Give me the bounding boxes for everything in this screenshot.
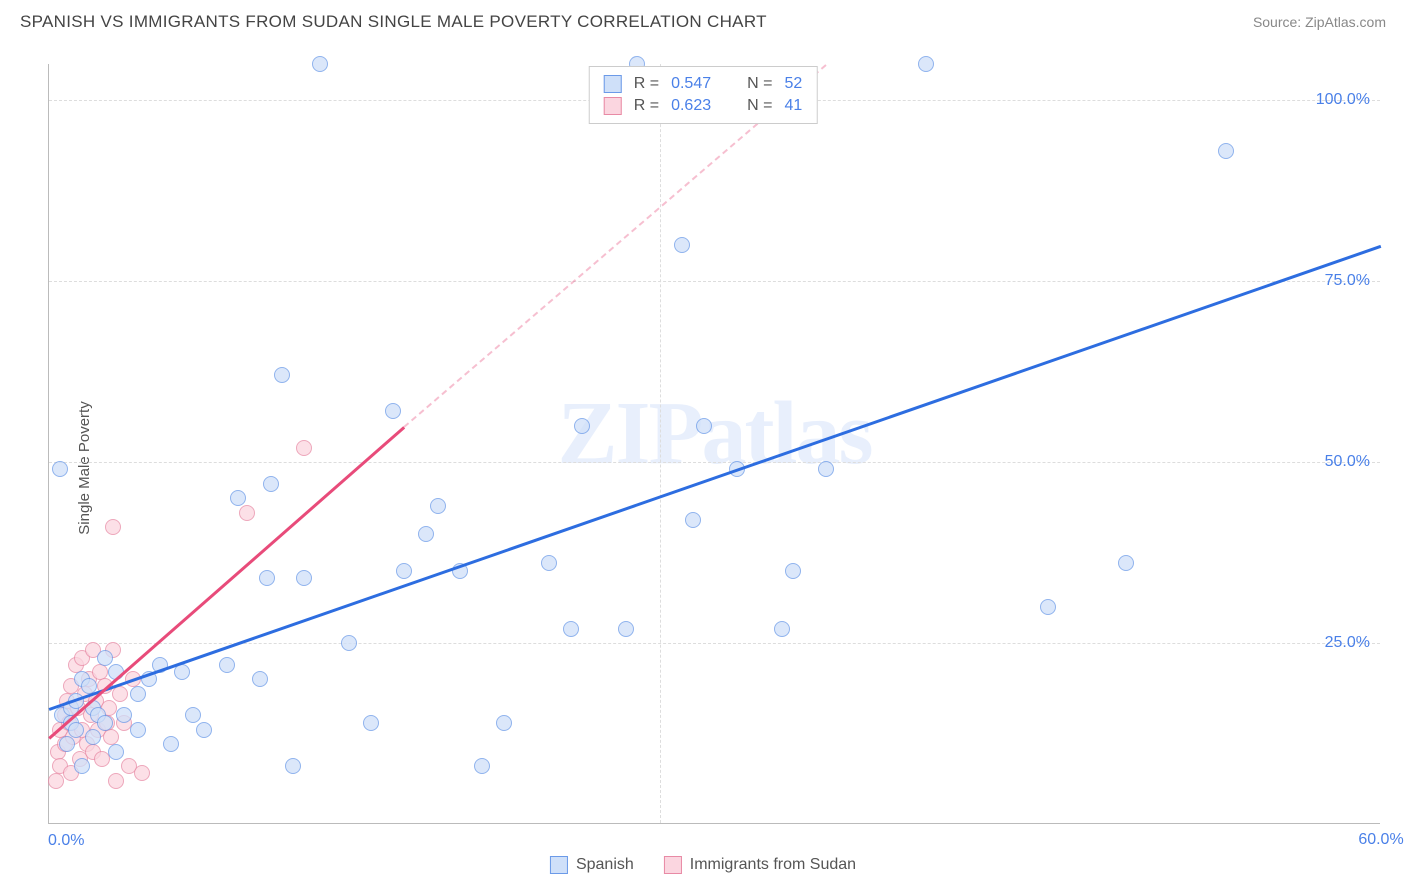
scatter-point-spanish <box>52 461 68 477</box>
gridline-horizontal <box>49 643 1380 644</box>
scatter-point-spanish <box>396 563 412 579</box>
scatter-point-spanish <box>618 621 634 637</box>
stats-row: R = 0.623 N = 41 <box>604 95 803 117</box>
scatter-point-spanish <box>296 570 312 586</box>
scatter-point-spanish <box>196 722 212 738</box>
scatter-point-spanish <box>774 621 790 637</box>
scatter-point-spanish <box>696 418 712 434</box>
scatter-point-spanish <box>274 367 290 383</box>
scatter-point-spanish <box>130 686 146 702</box>
scatter-point-spanish <box>163 736 179 752</box>
scatter-point-spanish <box>97 715 113 731</box>
scatter-point-spanish <box>174 664 190 680</box>
gridline-horizontal <box>49 462 1380 463</box>
r-label: R = <box>634 97 659 115</box>
scatter-point-spanish <box>363 715 379 731</box>
x-tick-label: 60.0% <box>1358 831 1403 849</box>
legend-label: Spanish <box>576 856 634 874</box>
scatter-point-spanish <box>130 722 146 738</box>
scatter-point-spanish <box>385 403 401 419</box>
scatter-point-spanish <box>574 418 590 434</box>
scatter-point-spanish <box>108 744 124 760</box>
scatter-point-sudan <box>296 440 312 456</box>
r-value: 0.623 <box>671 97 711 115</box>
y-tick-label: 75.0% <box>1325 272 1370 290</box>
scatter-point-spanish <box>74 758 90 774</box>
legend-swatch <box>664 856 682 874</box>
scatter-point-spanish <box>1118 555 1134 571</box>
n-value: 41 <box>784 97 802 115</box>
scatter-point-spanish <box>185 707 201 723</box>
scatter-point-sudan <box>48 773 64 789</box>
stats-row: R = 0.547 N = 52 <box>604 73 803 95</box>
legend-swatch <box>604 75 622 93</box>
scatter-point-spanish <box>263 476 279 492</box>
scatter-point-spanish <box>116 707 132 723</box>
scatter-point-spanish <box>818 461 834 477</box>
scatter-point-spanish <box>785 563 801 579</box>
trend-line <box>49 245 1382 711</box>
scatter-point-spanish <box>496 715 512 731</box>
scatter-point-spanish <box>68 722 84 738</box>
scatter-plot-area: ZIPatlas 25.0%50.0%75.0%100.0%60.0% <box>48 64 1380 824</box>
scatter-point-spanish <box>85 729 101 745</box>
axis-zero-label: 0.0% <box>48 832 84 850</box>
n-value: 52 <box>784 75 802 93</box>
scatter-point-sudan <box>112 686 128 702</box>
scatter-point-sudan <box>108 773 124 789</box>
scatter-point-sudan <box>105 519 121 535</box>
scatter-point-spanish <box>430 498 446 514</box>
scatter-point-spanish <box>918 56 934 72</box>
chart-source: Source: ZipAtlas.com <box>1253 14 1386 30</box>
scatter-point-spanish <box>312 56 328 72</box>
scatter-point-spanish <box>563 621 579 637</box>
y-tick-label: 25.0% <box>1325 634 1370 652</box>
correlation-stats-box: R = 0.547 N = 52 R = 0.623 N = 41 <box>589 66 818 124</box>
scatter-point-spanish <box>474 758 490 774</box>
chart-title: SPANISH VS IMMIGRANTS FROM SUDAN SINGLE … <box>20 12 767 32</box>
series-legend: Spanish Immigrants from Sudan <box>550 856 856 874</box>
n-label: N = <box>747 97 772 115</box>
scatter-point-spanish <box>685 512 701 528</box>
r-label: R = <box>634 75 659 93</box>
trend-line <box>48 426 405 739</box>
scatter-point-spanish <box>59 736 75 752</box>
scatter-point-sudan <box>134 765 150 781</box>
gridline-vertical <box>660 64 661 823</box>
n-label: N = <box>747 75 772 93</box>
scatter-point-spanish <box>285 758 301 774</box>
gridline-horizontal <box>49 281 1380 282</box>
scatter-point-spanish <box>541 555 557 571</box>
scatter-point-spanish <box>97 650 113 666</box>
scatter-point-spanish <box>259 570 275 586</box>
scatter-point-spanish <box>674 237 690 253</box>
scatter-point-spanish <box>252 671 268 687</box>
scatter-point-spanish <box>341 635 357 651</box>
scatter-point-spanish <box>219 657 235 673</box>
chart-header: SPANISH VS IMMIGRANTS FROM SUDAN SINGLE … <box>0 0 1406 40</box>
legend-swatch <box>604 97 622 115</box>
scatter-point-spanish <box>1218 143 1234 159</box>
scatter-point-spanish <box>230 490 246 506</box>
y-tick-label: 50.0% <box>1325 453 1370 471</box>
legend-item: Spanish <box>550 856 634 874</box>
scatter-point-sudan <box>239 505 255 521</box>
scatter-point-spanish <box>418 526 434 542</box>
legend-label: Immigrants from Sudan <box>690 856 856 874</box>
r-value: 0.547 <box>671 75 711 93</box>
legend-item: Immigrants from Sudan <box>664 856 856 874</box>
scatter-point-spanish <box>1040 599 1056 615</box>
chart-container: Single Male Poverty ZIPatlas 25.0%50.0%7… <box>0 44 1406 892</box>
y-tick-label: 100.0% <box>1316 91 1370 109</box>
legend-swatch <box>550 856 568 874</box>
